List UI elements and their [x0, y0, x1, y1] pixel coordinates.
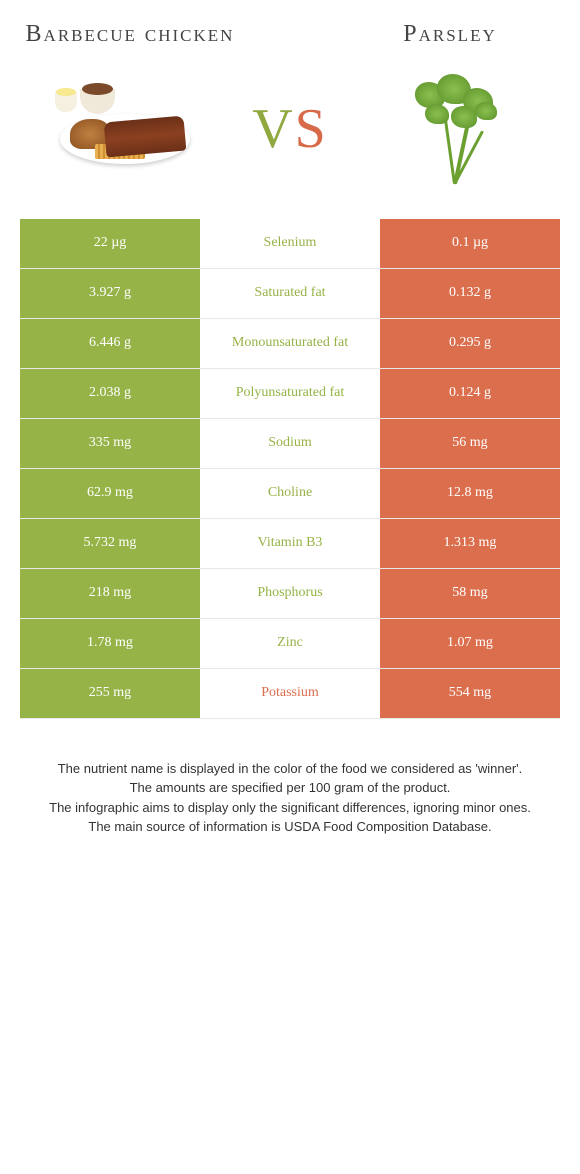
nutrient-name: Vitamin B3 — [200, 519, 380, 569]
right-value: 0.1 µg — [380, 219, 560, 269]
left-value: 218 mg — [20, 569, 200, 619]
left-food-image — [20, 69, 230, 189]
table-row: 3.927 gSaturated fat0.132 g — [20, 269, 560, 319]
nutrient-name: Monounsaturated fat — [200, 319, 380, 369]
nutrient-name: Selenium — [200, 219, 380, 269]
table-row: 62.9 mgCholine12.8 mg — [20, 469, 560, 519]
vs-label: VS — [230, 97, 350, 161]
bbq-plate-icon — [50, 84, 200, 174]
footer-line: The nutrient name is displayed in the co… — [40, 759, 540, 779]
left-value: 1.78 mg — [20, 619, 200, 669]
right-value: 12.8 mg — [380, 469, 560, 519]
hero-row: VS — [0, 59, 580, 219]
nutrient-name: Polyunsaturated fat — [200, 369, 380, 419]
footer-line: The main source of information is USDA F… — [40, 817, 540, 837]
table-row: 335 mgSodium56 mg — [20, 419, 560, 469]
right-food-title: Parsley — [340, 20, 560, 49]
nutrient-name: Saturated fat — [200, 269, 380, 319]
left-value: 5.732 mg — [20, 519, 200, 569]
right-value: 0.124 g — [380, 369, 560, 419]
right-value: 0.132 g — [380, 269, 560, 319]
left-value: 2.038 g — [20, 369, 200, 419]
table-row: 1.78 mgZinc1.07 mg — [20, 619, 560, 669]
left-food-title: Barbecue chicken — [20, 20, 240, 49]
right-value: 1.07 mg — [380, 619, 560, 669]
left-value: 335 mg — [20, 419, 200, 469]
table-row: 22 µgSelenium0.1 µg — [20, 219, 560, 269]
header: Barbecue chicken Parsley — [0, 0, 580, 59]
nutrient-name: Phosphorus — [200, 569, 380, 619]
nutrient-table: 22 µgSelenium0.1 µg3.927 gSaturated fat0… — [20, 219, 560, 719]
table-row: 6.446 gMonounsaturated fat0.295 g — [20, 319, 560, 369]
table-row: 5.732 mgVitamin B31.313 mg — [20, 519, 560, 569]
right-value: 58 mg — [380, 569, 560, 619]
left-value: 22 µg — [20, 219, 200, 269]
nutrient-name: Choline — [200, 469, 380, 519]
footer-line: The amounts are specified per 100 gram o… — [40, 778, 540, 798]
table-row: 218 mgPhosphorus58 mg — [20, 569, 560, 619]
left-value: 6.446 g — [20, 319, 200, 369]
right-value: 56 mg — [380, 419, 560, 469]
table-row: 2.038 gPolyunsaturated fat0.124 g — [20, 369, 560, 419]
right-value: 1.313 mg — [380, 519, 560, 569]
footer-notes: The nutrient name is displayed in the co… — [0, 719, 580, 857]
footer-line: The infographic aims to display only the… — [40, 798, 540, 818]
right-value: 554 mg — [380, 669, 560, 719]
parsley-icon — [395, 74, 515, 184]
right-value: 0.295 g — [380, 319, 560, 369]
left-value: 3.927 g — [20, 269, 200, 319]
left-value: 255 mg — [20, 669, 200, 719]
left-value: 62.9 mg — [20, 469, 200, 519]
nutrient-name: Potassium — [200, 669, 380, 719]
table-row: 255 mgPotassium554 mg — [20, 669, 560, 719]
right-food-image — [350, 69, 560, 189]
nutrient-name: Sodium — [200, 419, 380, 469]
nutrient-name: Zinc — [200, 619, 380, 669]
